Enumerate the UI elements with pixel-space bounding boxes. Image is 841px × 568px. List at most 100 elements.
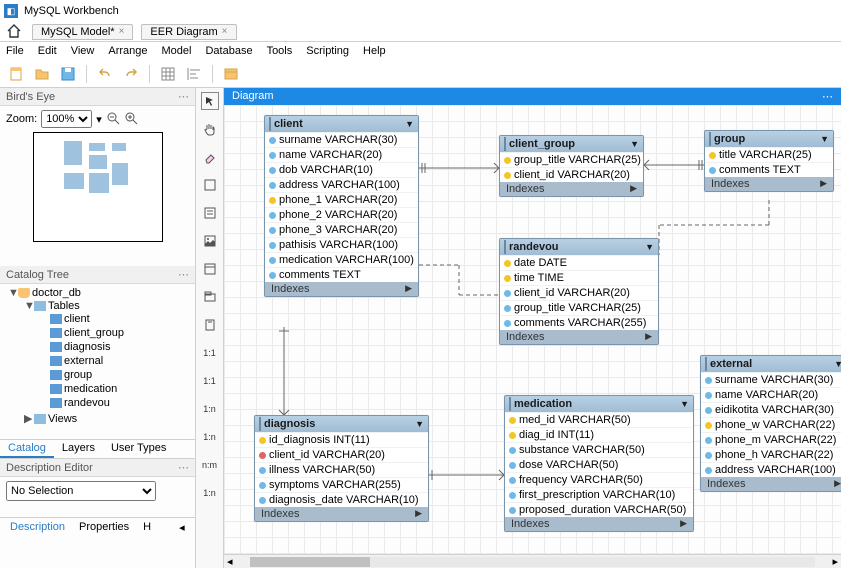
tab-properties[interactable]: Properties <box>73 520 135 535</box>
menu-help[interactable]: Help <box>363 45 386 57</box>
entity-column[interactable]: diag_id INT(11) <box>505 427 693 442</box>
entity-column[interactable]: phone_h VARCHAR(22) <box>701 447 841 462</box>
collapse-icon[interactable]: ⋯ <box>178 90 189 103</box>
chevron-down-icon[interactable]: ▼ <box>680 399 689 409</box>
tab-eer-diagram[interactable]: EER Diagram × <box>141 24 236 40</box>
entity-header[interactable]: randevou▼ <box>500 239 658 255</box>
selection-dropdown[interactable]: No Selection <box>6 481 156 501</box>
entity-diagnosis[interactable]: diagnosis▼id_diagnosis INT(11)client_id … <box>254 415 429 522</box>
menu-view[interactable]: View <box>71 45 95 57</box>
chevron-down-icon[interactable]: ▼ <box>645 242 654 252</box>
entity-group[interactable]: group▼title VARCHAR(25)comments TEXTInde… <box>704 130 834 192</box>
entity-column[interactable]: medication VARCHAR(100) <box>265 252 418 267</box>
tree-table-item[interactable]: diagnosis <box>40 340 191 354</box>
entity-column[interactable]: date DATE <box>500 255 658 270</box>
entity-column[interactable]: address VARCHAR(100) <box>701 462 841 477</box>
indexes-row[interactable]: Indexes▶ <box>255 507 428 521</box>
tab-user-types[interactable]: User Types <box>103 440 174 458</box>
indexes-row[interactable]: Indexes▶ <box>265 282 418 296</box>
chevron-down-icon[interactable]: ▼ <box>405 119 414 129</box>
entity-header[interactable]: client▼ <box>265 116 418 132</box>
close-icon[interactable]: × <box>222 26 228 37</box>
entity-column[interactable]: eidikotita VARCHAR(30) <box>701 402 841 417</box>
routine-tool-icon[interactable] <box>201 316 219 334</box>
entity-column[interactable]: client_id VARCHAR(20) <box>255 447 428 462</box>
indexes-row[interactable]: Indexes▶ <box>500 330 658 344</box>
tree-table-item[interactable]: medication <box>40 382 191 396</box>
close-icon[interactable]: × <box>119 26 125 37</box>
entity-header[interactable]: external▼ <box>701 356 841 372</box>
save-icon[interactable] <box>58 64 78 84</box>
entity-medication[interactable]: medication▼med_id VARCHAR(50)diag_id INT… <box>504 395 694 532</box>
view-tool-icon[interactable] <box>201 288 219 306</box>
menu-tools[interactable]: Tools <box>267 45 293 57</box>
entity-column[interactable]: title VARCHAR(25) <box>705 147 833 162</box>
rel-1-n-id-icon[interactable]: 1:n <box>201 428 219 446</box>
entity-column[interactable]: substance VARCHAR(50) <box>505 442 693 457</box>
tree-table-item[interactable]: external <box>40 354 191 368</box>
scroll-left-icon[interactable]: ◂ <box>173 520 191 535</box>
entity-column[interactable]: name VARCHAR(20) <box>265 147 418 162</box>
hand-tool-icon[interactable] <box>201 120 219 138</box>
entity-column[interactable]: comments VARCHAR(255) <box>500 315 658 330</box>
layer-tool-icon[interactable] <box>201 176 219 194</box>
entity-column[interactable]: diagnosis_date VARCHAR(10) <box>255 492 428 507</box>
entity-column[interactable]: first_prescription VARCHAR(10) <box>505 487 693 502</box>
tree-table-item[interactable]: client <box>40 312 191 326</box>
entity-column[interactable]: pathisis VARCHAR(100) <box>265 237 418 252</box>
entity-column[interactable]: name VARCHAR(20) <box>701 387 841 402</box>
entity-client_group[interactable]: client_group▼group_title VARCHAR(25)clie… <box>499 135 644 197</box>
open-file-icon[interactable] <box>32 64 52 84</box>
indexes-row[interactable]: Indexes▶ <box>705 177 833 191</box>
entity-column[interactable]: dob VARCHAR(10) <box>265 162 418 177</box>
rel-1-n-nonid-icon[interactable]: 1:n <box>201 400 219 418</box>
horizontal-scrollbar[interactable]: ◂ ▸ <box>224 554 841 568</box>
collapse-icon[interactable]: ⋯ <box>178 461 189 474</box>
entity-column[interactable]: illness VARCHAR(50) <box>255 462 428 477</box>
indexes-row[interactable]: Indexes▶ <box>500 182 643 196</box>
indexes-row[interactable]: Indexes▶ <box>505 517 693 531</box>
entity-column[interactable]: surname VARCHAR(30) <box>265 132 418 147</box>
dropdown-icon[interactable]: ▾ <box>96 113 102 126</box>
entity-column[interactable]: comments TEXT <box>705 162 833 177</box>
menu-edit[interactable]: Edit <box>38 45 57 57</box>
diagram-canvas[interactable]: client▼surname VARCHAR(30)name VARCHAR(2… <box>224 105 841 554</box>
pointer-tool-icon[interactable] <box>201 92 219 110</box>
indexes-row[interactable]: Indexes▶ <box>701 477 841 491</box>
tab-catalog[interactable]: Catalog <box>0 440 54 458</box>
entity-column[interactable]: surname VARCHAR(30) <box>701 372 841 387</box>
entity-randevou[interactable]: randevou▼date DATEtime TIMEclient_id VAR… <box>499 238 659 345</box>
grid-icon[interactable] <box>158 64 178 84</box>
collapse-icon[interactable]: ⋯ <box>178 268 189 281</box>
entity-header[interactable]: client_group▼ <box>500 136 643 152</box>
entity-column[interactable]: id_diagnosis INT(11) <box>255 432 428 447</box>
tab-mysql-model[interactable]: MySQL Model* × <box>32 24 133 40</box>
close-icon[interactable]: ⋯ <box>822 90 833 103</box>
tab-layers[interactable]: Layers <box>54 440 103 458</box>
entity-column[interactable]: group_title VARCHAR(25) <box>500 300 658 315</box>
home-icon[interactable] <box>6 24 24 40</box>
tree-table-item[interactable]: client_group <box>40 326 191 340</box>
entity-column[interactable]: phone_2 VARCHAR(20) <box>265 207 418 222</box>
entity-client[interactable]: client▼surname VARCHAR(30)name VARCHAR(2… <box>264 115 419 297</box>
entity-external[interactable]: external▼surname VARCHAR(30)name VARCHAR… <box>700 355 841 492</box>
chevron-down-icon[interactable]: ▼ <box>834 359 841 369</box>
rel-1-1-id-icon[interactable]: 1:1 <box>201 372 219 390</box>
entity-column[interactable]: med_id VARCHAR(50) <box>505 412 693 427</box>
eraser-tool-icon[interactable] <box>201 148 219 166</box>
tab-h[interactable]: H <box>137 520 157 535</box>
zoom-in-icon[interactable] <box>124 111 138 128</box>
zoom-out-icon[interactable] <box>106 111 120 128</box>
tree-table-item[interactable]: randevou <box>40 396 191 410</box>
chevron-down-icon[interactable]: ▼ <box>630 139 639 149</box>
entity-column[interactable]: address VARCHAR(100) <box>265 177 418 192</box>
menu-file[interactable]: File <box>6 45 24 57</box>
note-tool-icon[interactable] <box>201 204 219 222</box>
zoom-select[interactable]: 100% <box>41 110 92 128</box>
entity-column[interactable]: client_id VARCHAR(20) <box>500 285 658 300</box>
birds-eye-thumbnail[interactable] <box>33 132 163 242</box>
rel-n-m-icon[interactable]: n:m <box>201 456 219 474</box>
redo-icon[interactable] <box>121 64 141 84</box>
tab-description[interactable]: Description <box>4 520 71 535</box>
entity-column[interactable]: phone_w VARCHAR(22) <box>701 417 841 432</box>
